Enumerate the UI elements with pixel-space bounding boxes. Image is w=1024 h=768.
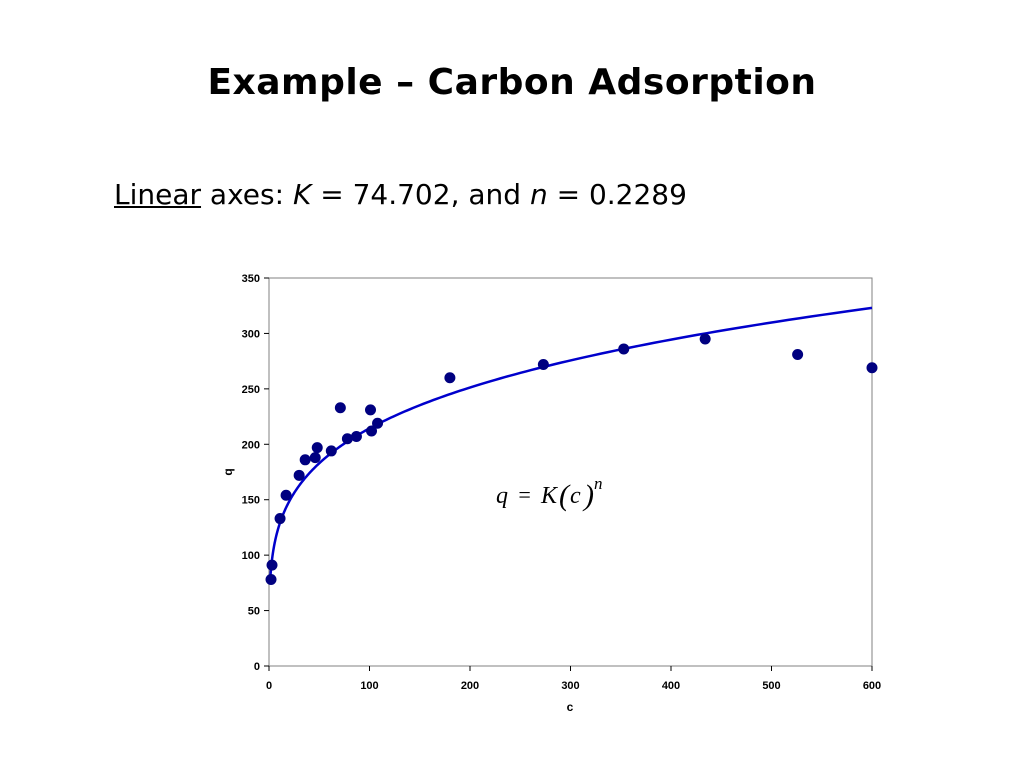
x-tick-label: 100	[360, 680, 378, 692]
data-point	[265, 574, 277, 586]
data-point	[311, 442, 323, 454]
slide-title: Example – Carbon Adsorption	[207, 62, 817, 103]
data-point	[444, 372, 456, 384]
subtitle-k-symbol: K	[292, 178, 312, 211]
x-tick-label: 400	[662, 680, 680, 692]
y-tick-label: 350	[242, 273, 260, 285]
subtitle-n-symbol: n	[529, 178, 548, 211]
data-point	[280, 489, 292, 501]
subtitle: Linear axes: K = 74.702, and n = 0.2289	[114, 178, 687, 211]
data-point	[792, 348, 804, 360]
data-point	[299, 454, 311, 466]
data-point	[866, 362, 878, 374]
data-point	[274, 513, 286, 525]
x-tick-label: 200	[461, 680, 479, 692]
plot-area	[268, 277, 873, 667]
data-point	[350, 431, 362, 443]
points-layer	[265, 333, 878, 586]
fit-curve	[268, 306, 873, 584]
data-point	[266, 559, 278, 571]
data-point	[325, 445, 337, 457]
y-tick-label: 0	[254, 661, 260, 673]
data-point	[537, 358, 549, 370]
eq-n: n	[594, 474, 603, 493]
subtitle-text-3: = 0.2289	[547, 178, 687, 211]
data-point	[699, 333, 711, 345]
data-point	[366, 425, 378, 437]
y-tick-label: 300	[242, 328, 260, 340]
data-point	[341, 433, 353, 445]
fit-layer	[268, 306, 873, 584]
eq-lparen: (	[559, 479, 571, 512]
x-tick-label: 600	[863, 680, 881, 692]
y-tick-label: 50	[248, 606, 260, 618]
subtitle-linear: Linear	[114, 178, 202, 211]
y-tick-label: 250	[242, 384, 260, 396]
y-axis-label: q	[221, 468, 235, 475]
x-axis: 0 100 200 300 400 500 600	[266, 666, 881, 692]
eq-rparen: )	[582, 479, 594, 512]
data-point	[334, 402, 346, 414]
equation-annotation: q = K ( c ) n	[496, 474, 603, 512]
y-axis: 0 50 100 150 200 250 300 350	[242, 273, 269, 673]
y-tick-label: 100	[242, 550, 260, 562]
x-tick-label: 300	[561, 680, 579, 692]
data-point	[365, 404, 377, 416]
eq-k: K	[540, 483, 559, 509]
y-tick-label: 200	[242, 439, 260, 451]
eq-q: q	[496, 483, 508, 509]
x-tick-label: 500	[762, 680, 780, 692]
eq-c: c	[570, 483, 581, 509]
subtitle-text-2: = 74.702, and	[311, 178, 530, 211]
y-tick-label: 150	[242, 495, 260, 507]
data-point	[309, 452, 321, 464]
x-tick-label: 0	[266, 680, 272, 692]
data-point	[372, 417, 384, 429]
data-point	[293, 469, 305, 481]
data-point	[618, 343, 630, 355]
x-axis-label: c	[567, 700, 574, 714]
subtitle-text-1: axes:	[201, 178, 293, 211]
eq-equals: =	[517, 482, 532, 507]
